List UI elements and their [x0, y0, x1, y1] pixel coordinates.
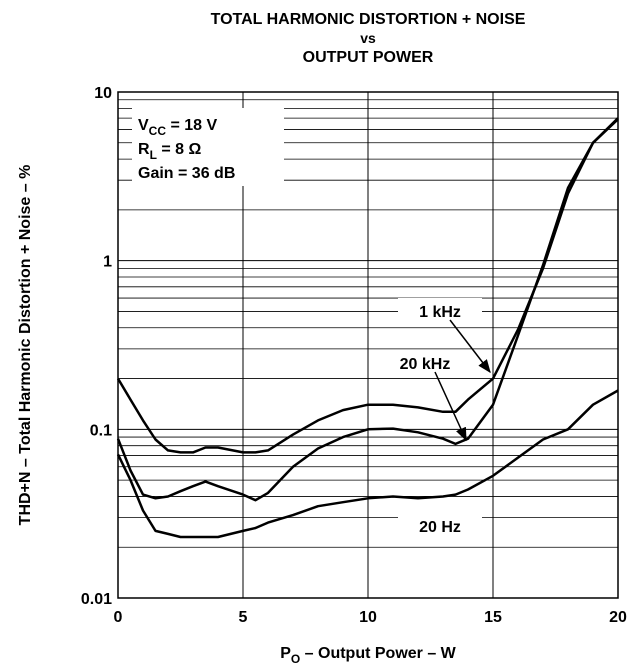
annotation-sub: L [150, 148, 157, 162]
annotation: VCC = 18 V [138, 117, 217, 138]
x-tick-label: 20 [609, 609, 627, 626]
title: TOTAL HARMONIC DISTORTION + NOISE [211, 11, 526, 28]
title: vs [360, 30, 376, 46]
x-axis-label-part: P [280, 645, 291, 662]
label-bg [398, 513, 482, 537]
y-tick-label: 0.01 [81, 591, 112, 608]
title: OUTPUT POWER [303, 49, 434, 66]
series-line [116, 389, 619, 539]
label-bg [398, 298, 482, 322]
annotation: Gain = 36 dB [138, 165, 235, 182]
annotation: RL = 8 Ω [138, 141, 201, 162]
annotation-part: = 18 V [166, 117, 217, 134]
legend-label: 1 kHz [419, 304, 461, 321]
x-axis-label: PO – Output Power – W [280, 645, 456, 666]
annotation-part: = 8 Ω [157, 141, 202, 158]
legend-label: 20 Hz [419, 519, 461, 536]
x-axis-label-part: – Output Power – W [300, 645, 456, 662]
annotation-part: V [138, 117, 149, 134]
legend-label: 20 kHz [400, 356, 451, 373]
y-axis-label: THD+N – Total Harmonic Distortion + Nois… [17, 165, 34, 526]
plot-frame [117, 91, 619, 599]
arrow [434, 371, 467, 442]
series-line [116, 118, 619, 454]
annotation-part: Gain = 36 dB [138, 165, 235, 182]
y-tick-label: 10 [94, 85, 112, 102]
x-axis-label-sub: O [291, 652, 300, 666]
x-tick-label: 0 [114, 609, 123, 626]
label-bg [383, 350, 467, 374]
x-tick-label: 15 [484, 609, 502, 626]
annotation-part: R [138, 141, 150, 158]
y-tick-label: 1 [103, 254, 112, 271]
x-tick-label: 10 [359, 609, 377, 626]
arrow [449, 319, 491, 374]
y-tick-label: 0.1 [90, 422, 112, 439]
annotation-bg [132, 108, 284, 186]
annotation-sub: CC [149, 124, 167, 138]
series-line [116, 117, 619, 502]
x-tick-label: 5 [239, 609, 248, 626]
